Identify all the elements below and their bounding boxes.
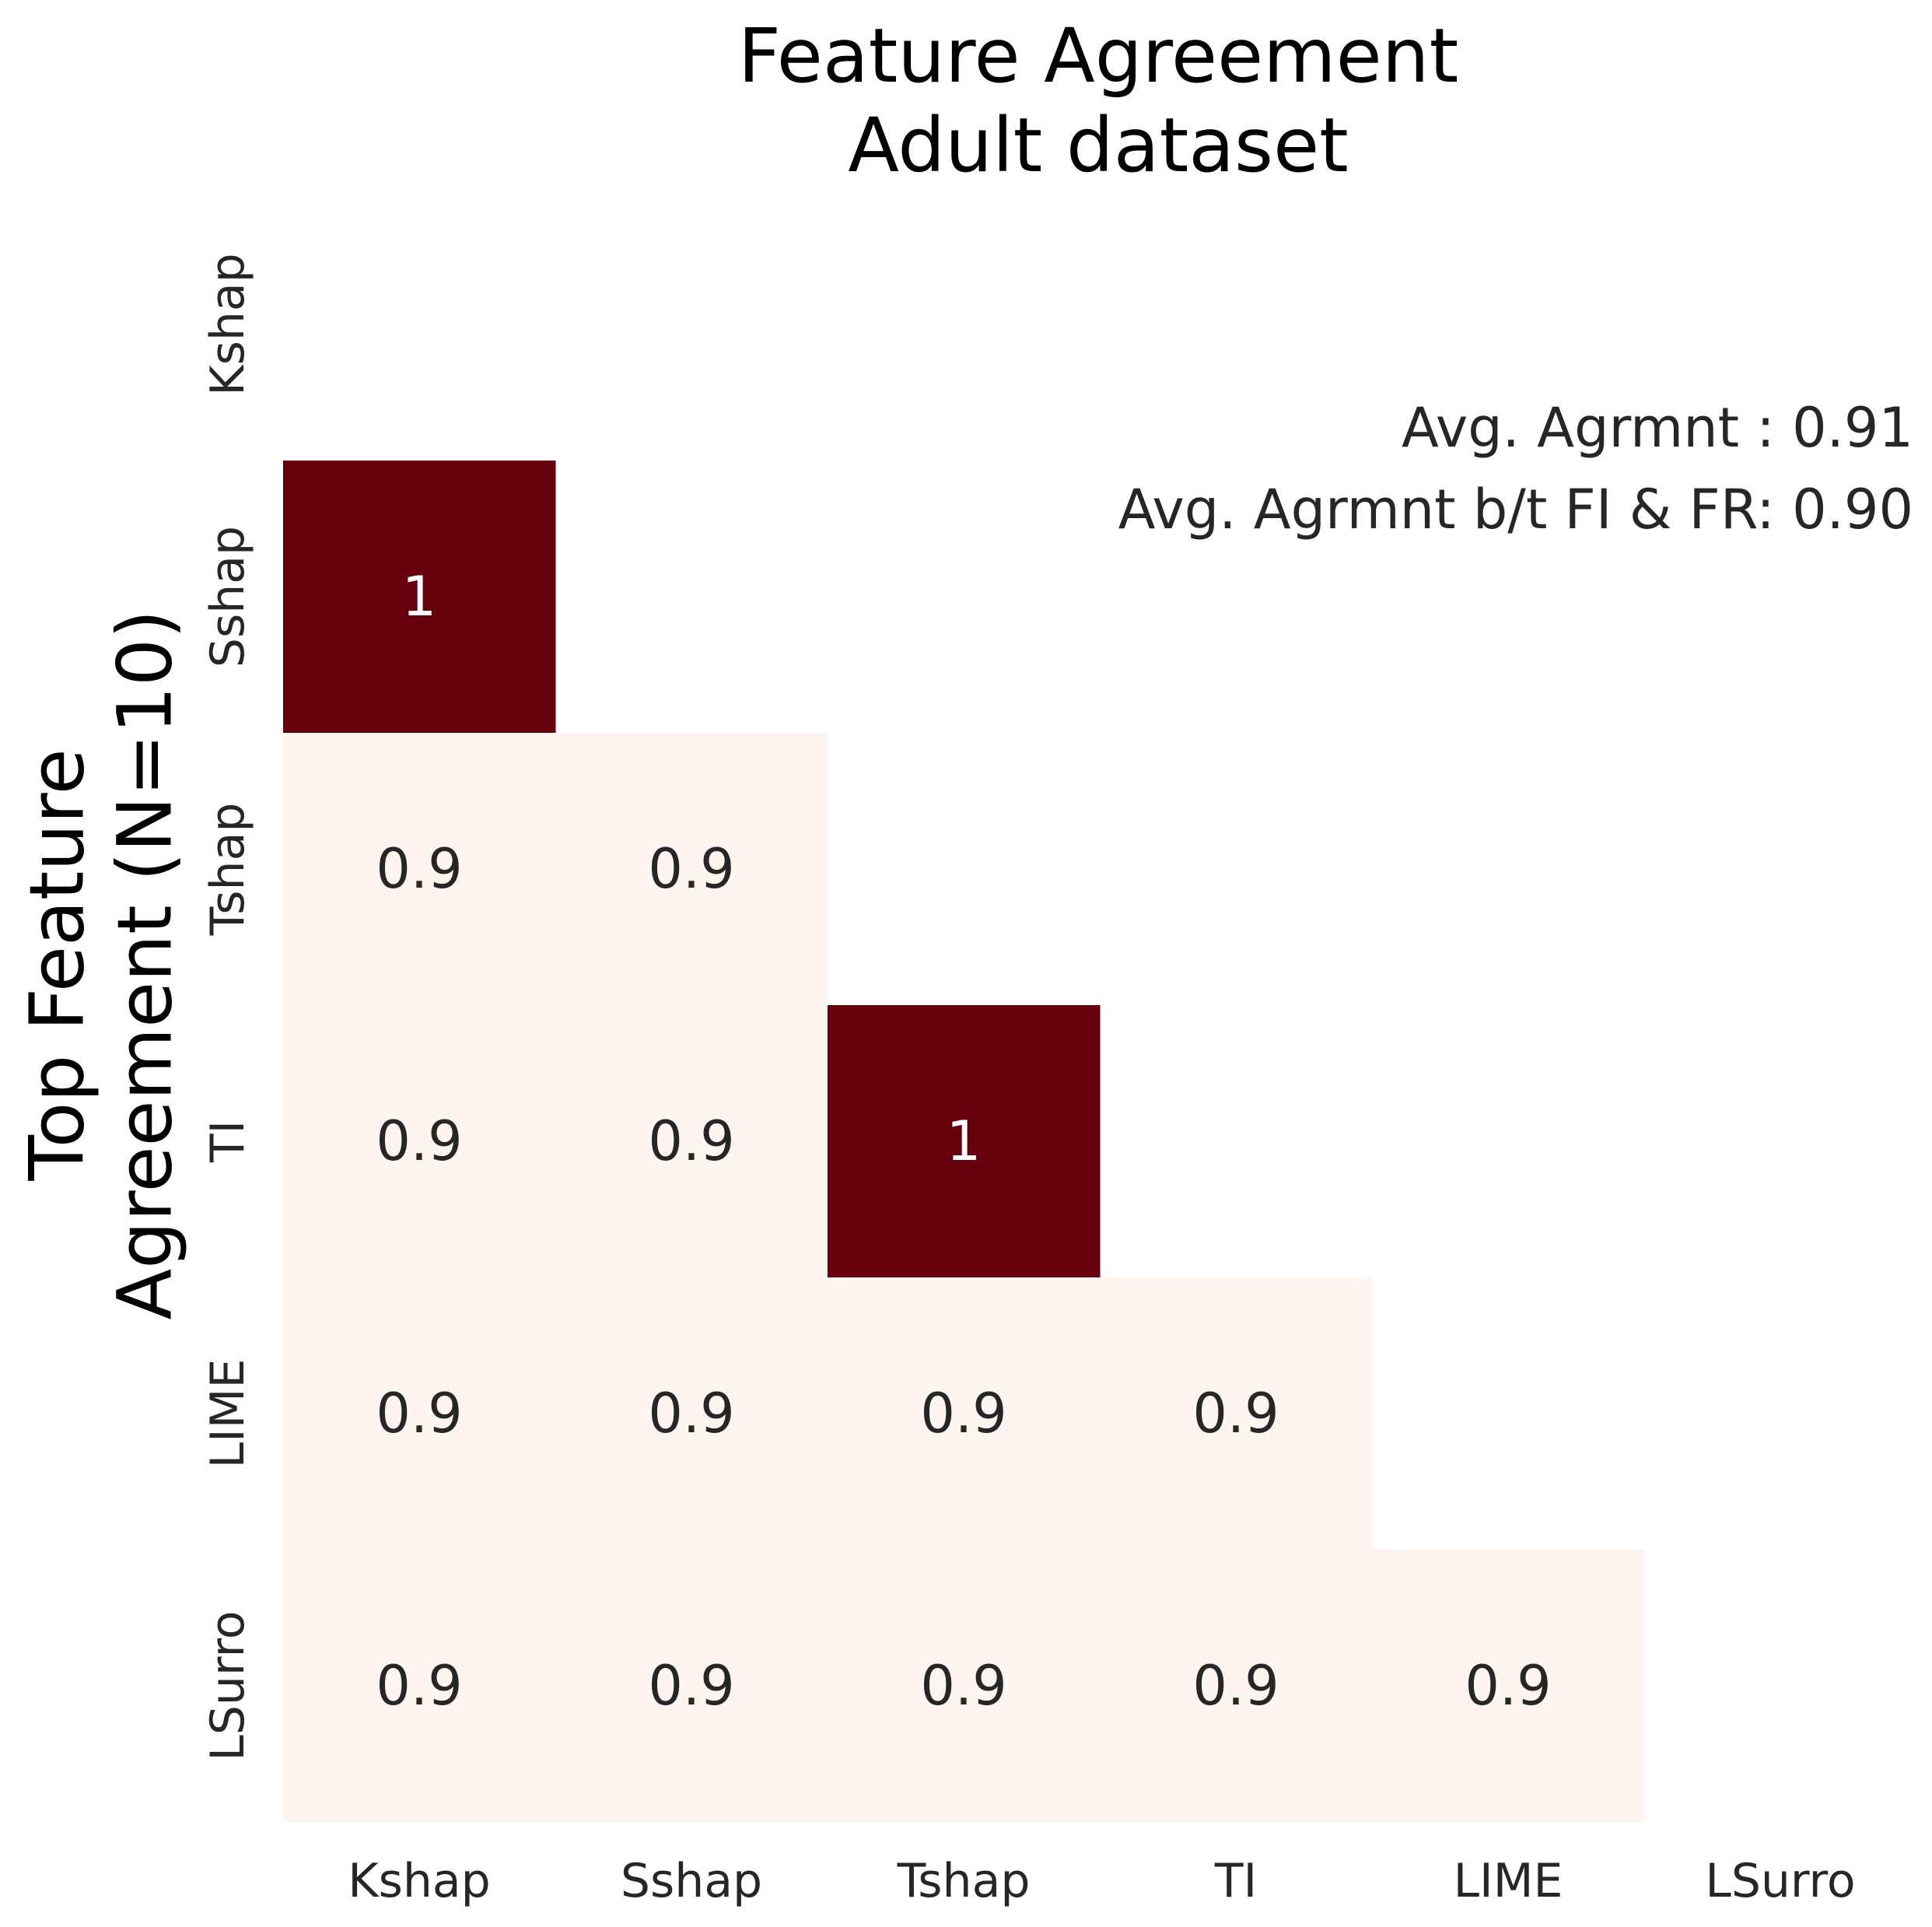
heatmap-cell [1100, 1550, 1373, 1823]
x-tick-label: LSurro [1705, 1854, 1855, 1908]
heatmap-value-label: 0.9 [648, 1654, 734, 1718]
heatmap-value-label: 0.9 [648, 1382, 734, 1445]
heatmap-cell [1100, 1277, 1373, 1550]
x-tick-labels: Kshap Sshap Tshap TI LIME LSurro [348, 1854, 1855, 1908]
heatmap-cell [283, 733, 556, 1006]
chart-title-line-2: Adult dataset [848, 102, 1349, 189]
heatmap-value-label: 0.9 [1465, 1654, 1551, 1718]
heatmap-value-label: 0.9 [1192, 1654, 1279, 1718]
heatmap-cell [828, 1005, 1101, 1278]
heatmap-value-label: 0.9 [648, 1109, 734, 1173]
heatmap-cell [1372, 1550, 1645, 1823]
avg-agreement-fi-fr-text: Avg. Agrmnt b/t FI & FR: 0.90 [1118, 478, 1913, 541]
heatmap-value-label: 0.9 [1192, 1382, 1279, 1445]
heatmap-value-label: 0.9 [376, 1654, 462, 1718]
heatmap-cell [555, 1277, 828, 1550]
heatmap-cell [283, 461, 556, 734]
avg-agreement-text: Avg. Agrmnt : 0.91 [1402, 396, 1913, 460]
heatmap-value-label: 1 [947, 1109, 982, 1173]
heatmap-value-label: 0.9 [376, 837, 462, 901]
heatmap-value-label: 0.9 [920, 1654, 1006, 1718]
heatmap-cell [555, 1550, 828, 1823]
heatmap-value-label: 0.9 [376, 1109, 462, 1173]
y-tick-label: Sshap [201, 526, 255, 667]
x-tick-label: TI [1214, 1854, 1257, 1908]
heatmap-cell [283, 1005, 556, 1278]
y-axis-title-line-1: Top Feature [13, 748, 100, 1181]
heatmap-value-labels: 1 0.9 0.9 0.9 0.9 1 0.9 0.9 0.9 0.9 0.9 0.9 0.9 0.9 0.… [376, 565, 1551, 1718]
y-tick-label: TI [201, 1120, 255, 1163]
heatmap-cell [555, 733, 828, 1006]
heatmap-cell [283, 1277, 556, 1550]
x-tick-label: Sshap [621, 1854, 762, 1908]
heatmap-value-label: 0.9 [648, 837, 734, 901]
heatmap-value-label: 0.9 [920, 1382, 1006, 1445]
x-tick-label: LIME [1454, 1854, 1563, 1908]
y-tick-labels: Kshap Sshap Tshap TI LIME LSurro [201, 253, 255, 1761]
heatmap-value-label: 0.9 [376, 1382, 462, 1445]
x-tick-label: Kshap [348, 1854, 491, 1908]
heatmap-value-label: 1 [402, 565, 437, 629]
heatmap-cells [283, 461, 1645, 1823]
heatmap-cell [828, 1277, 1101, 1550]
y-axis-title-line-2: Agreement (N=10) [101, 610, 188, 1320]
y-tick-label: Kshap [201, 253, 255, 396]
y-tick-label: LSurro [201, 1610, 255, 1761]
y-axis-title: Top Feature Agreement (N=10) [13, 610, 188, 1320]
y-tick-label: Tshap [201, 803, 255, 937]
heatmap-cell [283, 1550, 556, 1823]
heatmap-cell [828, 1550, 1101, 1823]
x-tick-label: Tshap [897, 1854, 1031, 1908]
chart-title-line-1: Feature Agreement [738, 12, 1458, 100]
y-tick-label: LIME [201, 1359, 255, 1469]
heatmap-cell [555, 1005, 828, 1278]
